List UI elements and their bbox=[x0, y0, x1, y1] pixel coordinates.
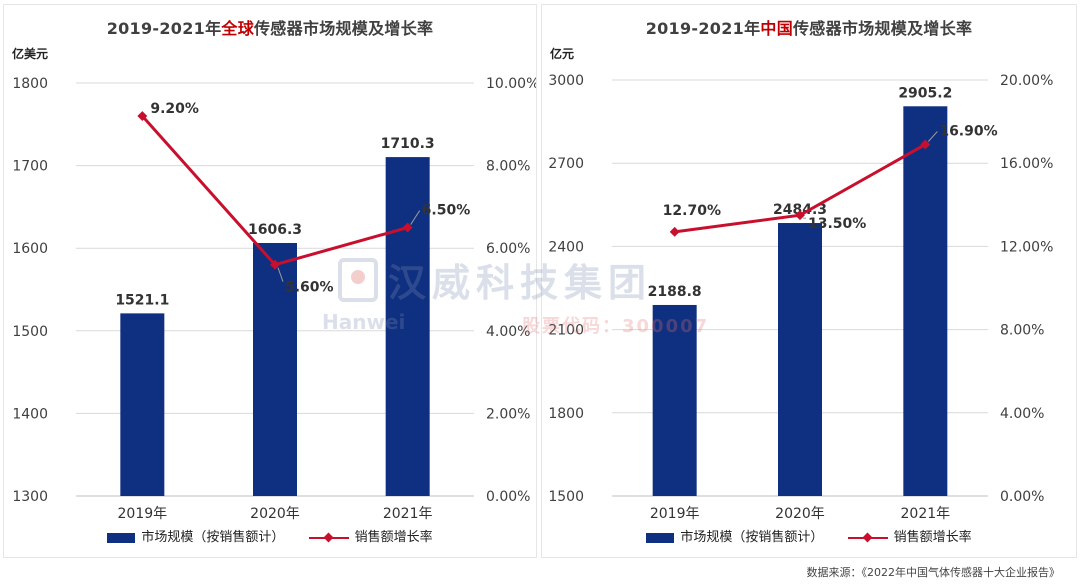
chart-title: 2019-2021年全球传感器市场规模及增长率 bbox=[4, 15, 536, 39]
bar bbox=[253, 242, 297, 496]
label-leader-line bbox=[927, 131, 938, 142]
y-left-tick-label: 1500 bbox=[548, 489, 584, 505]
title-suffix: 传感器市场规模及增长率 bbox=[793, 19, 973, 38]
growth-value-label: 13.50% bbox=[808, 216, 866, 232]
legend-bar-swatch bbox=[646, 532, 675, 543]
y-left-tick-label: 1300 bbox=[12, 489, 48, 505]
bar bbox=[120, 313, 165, 496]
growth-point bbox=[137, 111, 148, 121]
y-left-tick-label: 1500 bbox=[12, 324, 48, 340]
legend-bar-label: 市场规模（按销售额计） bbox=[680, 530, 824, 545]
legend-line-item: 销售额增长率 bbox=[308, 526, 433, 545]
growth-value-label: 12.70% bbox=[663, 203, 721, 219]
y-right-tick-label: 8.00% bbox=[486, 159, 530, 175]
bar-value-label: 2188.8 bbox=[648, 284, 702, 300]
bar bbox=[778, 223, 822, 496]
growth-point bbox=[920, 139, 931, 150]
left-axis-unit: 亿元 bbox=[550, 47, 575, 61]
growth-value-label: 6.50% bbox=[422, 203, 471, 219]
growth-value-label: 16.90% bbox=[939, 123, 997, 139]
chart-legend: 市场规模（按销售额计） 销售额增长率 bbox=[4, 526, 536, 545]
growth-point bbox=[402, 222, 413, 233]
bar-value-label: 1521.1 bbox=[115, 292, 169, 308]
y-right-tick-label: 2.00% bbox=[486, 406, 530, 422]
left-axis-unit: 亿美元 bbox=[12, 47, 49, 61]
growth-point bbox=[795, 210, 805, 221]
y-left-tick-label: 1400 bbox=[12, 406, 48, 422]
label-leader-line bbox=[410, 210, 421, 225]
legend-bar-item: 市场规模（按销售额计） bbox=[646, 526, 823, 545]
y-left-tick-label: 1800 bbox=[12, 76, 48, 92]
y-right-tick-label: 6.00% bbox=[486, 241, 530, 257]
y-left-tick-label: 1600 bbox=[12, 241, 48, 257]
y-left-tick-label: 2400 bbox=[548, 239, 584, 255]
data-source-note: 数据来源：《2022年中国气体传感器十大企业报告》 bbox=[806, 566, 1061, 579]
label-leader-line bbox=[277, 267, 284, 282]
y-left-tick-label: 2700 bbox=[548, 156, 584, 172]
growth-value-label: 9.20% bbox=[150, 101, 199, 117]
legend-line-label: 销售额增长率 bbox=[354, 530, 433, 545]
y-right-tick-label: 8.00% bbox=[1000, 323, 1044, 339]
y-left-tick-label: 1700 bbox=[12, 159, 48, 175]
growth-point bbox=[669, 226, 680, 237]
china-chart-plot: 1500 1800 2100 2400 2700 3000 0.00% 4.00% 8.00% 1… bbox=[548, 73, 1053, 522]
growth-value-label: 5.60% bbox=[285, 280, 334, 296]
x-tick-label: 2021年 bbox=[383, 506, 433, 522]
y-right-tick-label: 4.00% bbox=[486, 324, 530, 340]
y-right-tick-label: 20.00% bbox=[1000, 73, 1053, 89]
bar-value-label: 1606.3 bbox=[248, 222, 302, 238]
global-chart-plot: 1300 1400 1500 1600 1700 1800 0.00% 2.00% 4.00% 6… bbox=[12, 76, 536, 522]
y-right-tick-label: 10.00% bbox=[486, 76, 536, 92]
legend-bar-label: 市场规模（按销售额计） bbox=[141, 530, 285, 545]
y-right-tick-label: 0.00% bbox=[1000, 489, 1044, 505]
y-right-tick-label: 0.00% bbox=[486, 489, 530, 505]
growth-point bbox=[270, 259, 280, 270]
x-tick-label: 2019年 bbox=[650, 506, 700, 522]
bar-value-label: 1710.3 bbox=[381, 136, 435, 152]
x-tick-label: 2020年 bbox=[250, 506, 300, 522]
bar-value-label: 2905.2 bbox=[898, 85, 952, 101]
y-left-tick-label: 3000 bbox=[548, 73, 584, 89]
china-chart-panel: 2019-2021年中国传感器市场规模及增长率 亿元 1500 1800 2100 2… bbox=[541, 4, 1077, 558]
x-tick-label: 2020年 bbox=[775, 506, 825, 522]
chart-legend: 市场规模（按销售额计） 销售额增长率 bbox=[542, 526, 1076, 545]
x-tick-label: 2019年 bbox=[118, 506, 168, 522]
legend-line-label: 销售额增长率 bbox=[893, 530, 972, 545]
x-tick-label: 2021年 bbox=[901, 506, 951, 522]
chart-title: 2019-2021年中国传感器市场规模及增长率 bbox=[542, 15, 1076, 39]
growth-line bbox=[141, 115, 409, 267]
y-left-tick-label: 1800 bbox=[548, 406, 584, 422]
title-suffix: 传感器市场规模及增长率 bbox=[254, 19, 434, 38]
title-years: 2019-2021年 bbox=[645, 19, 761, 38]
title-highlight: 中国 bbox=[760, 19, 793, 38]
bar bbox=[652, 304, 697, 496]
title-highlight: 全球 bbox=[221, 19, 254, 38]
y-right-tick-label: 16.00% bbox=[1000, 156, 1053, 172]
legend-line-swatch bbox=[847, 532, 888, 544]
legend-line-swatch bbox=[308, 532, 349, 544]
y-right-tick-label: 4.00% bbox=[1000, 406, 1044, 422]
legend-line-item: 销售额增长率 bbox=[847, 526, 972, 545]
legend-bar-item: 市场规模（按销售额计） bbox=[107, 526, 284, 545]
bar bbox=[385, 157, 430, 496]
title-years: 2019-2021年 bbox=[106, 19, 222, 38]
bar bbox=[903, 106, 948, 496]
y-right-tick-label: 12.00% bbox=[1000, 239, 1053, 255]
global-chart-panel: 2019-2021年全球传感器市场规模及增长率 亿美元 1300 1400 1500… bbox=[3, 4, 537, 558]
legend-bar-swatch bbox=[107, 532, 136, 543]
y-left-tick-label: 2100 bbox=[548, 323, 584, 339]
